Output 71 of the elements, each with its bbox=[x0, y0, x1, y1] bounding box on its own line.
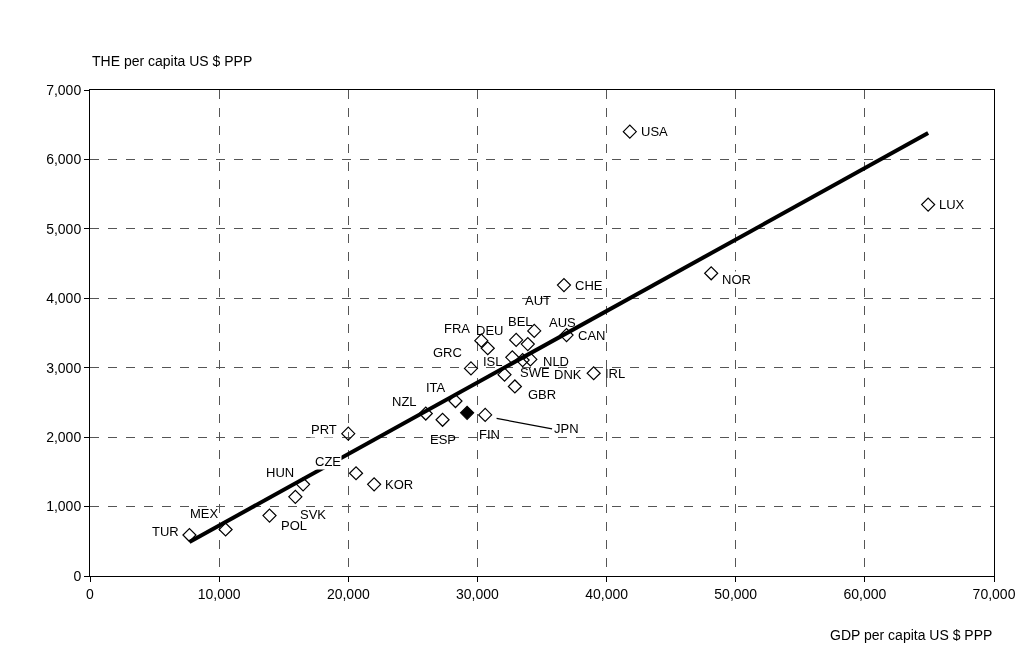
point bbox=[704, 266, 719, 281]
point bbox=[622, 124, 637, 139]
point bbox=[341, 426, 356, 441]
annotation: CHE bbox=[575, 278, 603, 293]
annotation: DEU bbox=[476, 323, 504, 338]
annotation: DNK bbox=[554, 367, 582, 382]
point bbox=[523, 352, 538, 367]
annotation: GRC bbox=[433, 345, 462, 360]
annotation: NOR bbox=[722, 272, 751, 287]
annotation: LUX bbox=[939, 197, 965, 212]
point bbox=[559, 327, 574, 343]
y-tick-label: 3,000 bbox=[46, 359, 82, 376]
y-tick-label: 4,000 bbox=[46, 290, 82, 307]
annotation: JPN bbox=[554, 421, 579, 436]
point bbox=[460, 405, 475, 420]
point bbox=[507, 379, 522, 394]
point bbox=[520, 337, 535, 352]
point bbox=[348, 466, 364, 481]
y-tick-label: 7,000 bbox=[46, 81, 82, 98]
point bbox=[367, 477, 382, 492]
x-tick-label: 50,000 bbox=[714, 585, 758, 602]
point bbox=[921, 197, 936, 212]
annotation: HUN bbox=[266, 465, 295, 480]
y-tick-label: 6,000 bbox=[46, 151, 82, 168]
point bbox=[497, 367, 512, 382]
annotation: GBR bbox=[528, 387, 557, 402]
annotation: ITA bbox=[426, 380, 446, 395]
annotation: ISL bbox=[483, 354, 503, 369]
annotation: CAN bbox=[578, 328, 606, 343]
point bbox=[182, 527, 197, 543]
annotation: BEL bbox=[508, 314, 533, 329]
annotation: AUS bbox=[549, 315, 577, 330]
point bbox=[478, 407, 493, 423]
y-tick-label: 2,000 bbox=[46, 429, 82, 446]
x-tick-label: 70,000 bbox=[972, 585, 1016, 602]
point bbox=[288, 489, 303, 504]
point bbox=[262, 508, 277, 523]
annotation: MEX bbox=[190, 506, 219, 521]
annotation: KOR bbox=[385, 477, 414, 492]
x-tick-label: 0 bbox=[86, 585, 95, 602]
point bbox=[418, 406, 433, 421]
point bbox=[435, 412, 450, 427]
x-tick-label: 10,000 bbox=[197, 585, 241, 602]
y-tick-label: 1,000 bbox=[46, 498, 82, 515]
y-tick-label: 0 bbox=[73, 567, 82, 584]
point bbox=[448, 393, 463, 409]
point bbox=[509, 332, 524, 348]
x-tick-label: 30,000 bbox=[456, 585, 500, 602]
point bbox=[480, 341, 495, 356]
annotation: FIN bbox=[479, 427, 500, 442]
annotation: IRL bbox=[605, 366, 626, 381]
point bbox=[586, 366, 601, 381]
point bbox=[556, 277, 572, 293]
x-tick-label: 20,000 bbox=[326, 585, 370, 602]
annotation: USA bbox=[641, 124, 669, 139]
annotation: CZE bbox=[315, 454, 342, 469]
x-tick-label: 60,000 bbox=[843, 585, 887, 602]
point bbox=[295, 477, 311, 492]
x-axis-title: GDP per capita US $ PPP bbox=[830, 627, 993, 643]
annotation: FRA bbox=[444, 321, 471, 336]
point bbox=[515, 352, 530, 368]
x-tick-label: 40,000 bbox=[585, 585, 629, 602]
y-axis-title: THE per capita US $ PPP bbox=[92, 53, 253, 69]
annotation: AUT bbox=[525, 293, 552, 308]
annotation: ESP bbox=[430, 432, 457, 447]
annotation: PRT bbox=[311, 422, 337, 437]
point bbox=[463, 361, 479, 376]
annotation: TUR bbox=[152, 524, 179, 539]
point bbox=[218, 522, 233, 537]
annotation: NZL bbox=[392, 394, 417, 409]
y-tick-label: 5,000 bbox=[46, 220, 82, 237]
